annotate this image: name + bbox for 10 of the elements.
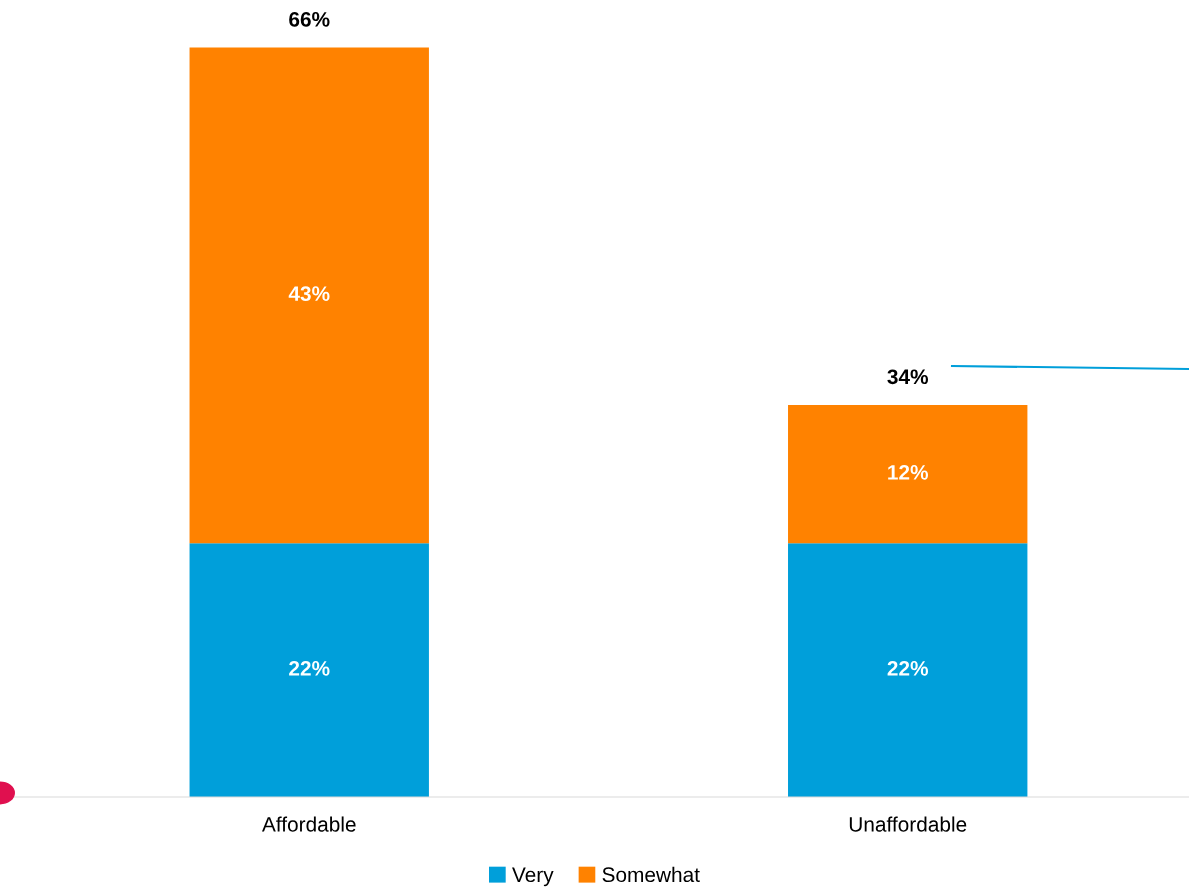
data-label: 43%	[288, 286, 330, 302]
data-label: 12%	[888, 464, 929, 480]
data-label: 22%	[887, 661, 929, 676]
total-label: 34%	[887, 369, 929, 385]
legend-label: Somewhat	[602, 866, 700, 883]
x-tick-label: Unaffordable	[849, 816, 967, 832]
x-tick-label: Affordable	[261, 816, 356, 832]
legend-label: Very	[512, 867, 554, 887]
total-label: 66%	[289, 11, 330, 27]
data-label: 22%	[289, 661, 330, 676]
